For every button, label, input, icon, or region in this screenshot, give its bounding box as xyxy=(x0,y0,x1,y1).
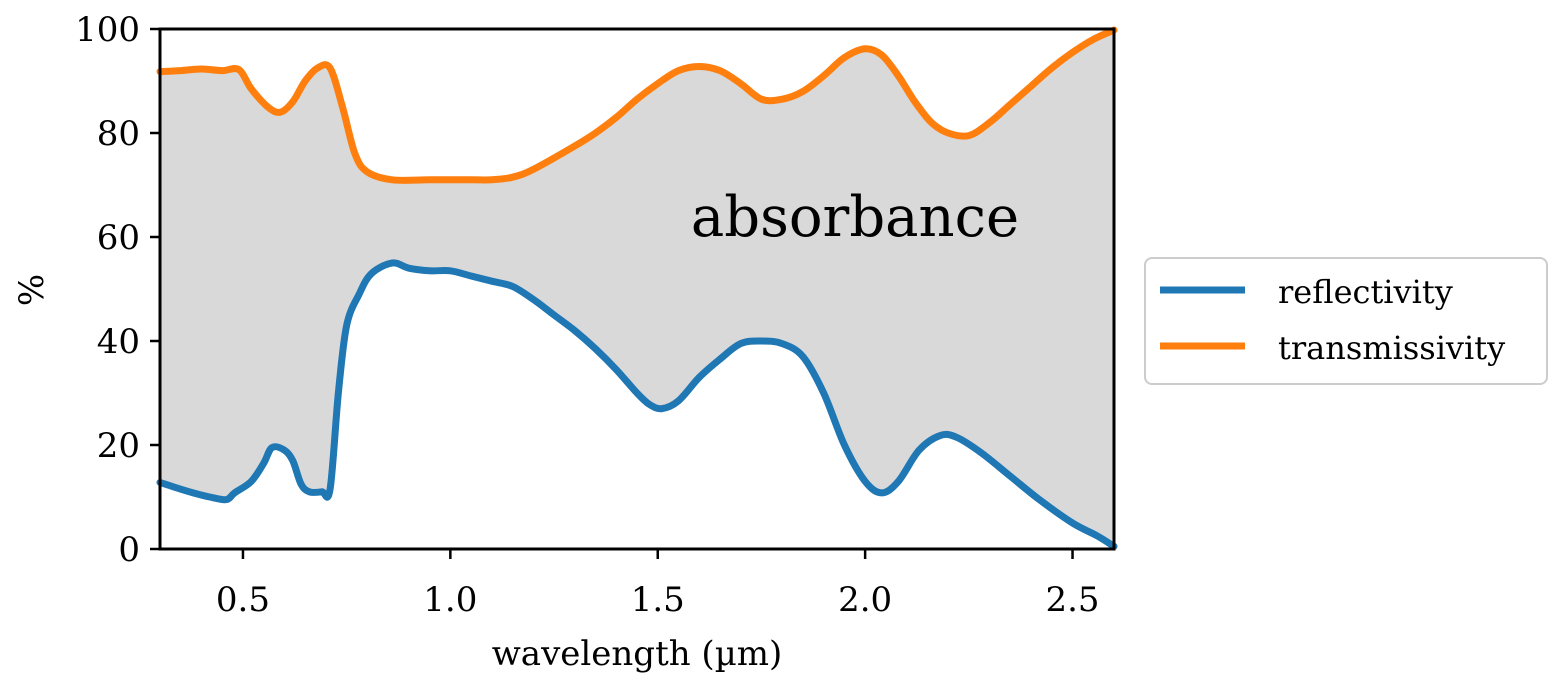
y-tick-label: 0 xyxy=(118,530,140,570)
x-tick-label: 2.0 xyxy=(838,580,892,620)
plot-frame xyxy=(158,27,1116,551)
x-tick-label: 0.5 xyxy=(216,580,270,620)
x-tick-label: 1.5 xyxy=(631,580,685,620)
y-axis-ticks: 0 20 40 60 80 100 xyxy=(75,10,160,570)
y-tick-label: 60 xyxy=(97,218,140,258)
y-tick-label: 100 xyxy=(75,10,140,50)
legend-box xyxy=(1144,257,1548,385)
legend-label-reflectivity: reflectivity xyxy=(1278,273,1453,311)
y-axis-label: % xyxy=(12,274,52,306)
y-tick-label: 40 xyxy=(97,322,140,362)
transmissivity-line xyxy=(156,26,1118,184)
legend-label-transmissivity: transmissivity xyxy=(1278,329,1505,367)
y-tick-label: 20 xyxy=(97,426,140,466)
y-tick-label: 80 xyxy=(97,114,140,154)
absorbance-annotation: absorbance xyxy=(691,185,1019,250)
absorbance-fill xyxy=(160,30,1114,547)
x-axis-label: wavelength (µm) xyxy=(492,634,783,674)
reflectivity-line xyxy=(156,259,1118,550)
x-axis-ticks: 0.5 1.0 1.5 2.0 2.5 xyxy=(216,549,1100,620)
x-tick-label: 1.0 xyxy=(423,580,477,620)
legend: reflectivity transmissivity xyxy=(1144,257,1548,385)
x-tick-label: 2.5 xyxy=(1045,580,1099,620)
